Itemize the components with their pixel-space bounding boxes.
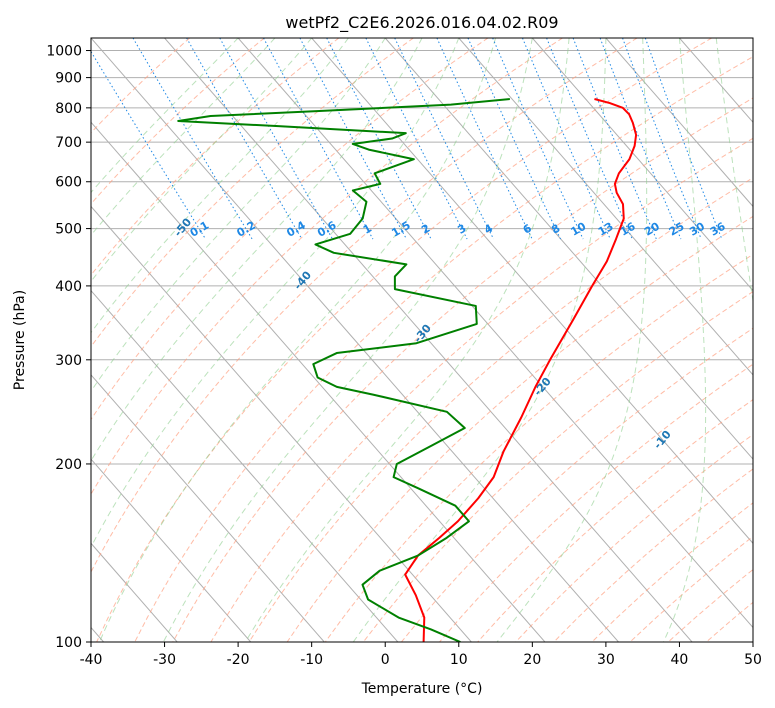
- moist-adiabat: [91, 38, 386, 393]
- mixing-ratio-line: [219, 38, 333, 240]
- y-tick-label: 900: [55, 71, 82, 87]
- dry-adiabat: [401, 327, 753, 642]
- dry-adiabat: [210, 137, 753, 642]
- x-tick-label: -10: [300, 652, 323, 668]
- profiles: [177, 98, 638, 642]
- mixing-ratio-line: [132, 38, 253, 240]
- mixing-ratio-line: [546, 38, 633, 240]
- mixing-ratio-line: [394, 38, 495, 240]
- background-lines: [91, 38, 753, 642]
- mixing-ratio-line: [365, 38, 468, 240]
- moist-adiabat: [663, 38, 707, 642]
- isotherm-line: [237, 38, 753, 629]
- isotherm-line: [91, 374, 325, 642]
- x-tick-label: -20: [227, 652, 250, 668]
- x-tick-label: 30: [597, 652, 615, 668]
- isotherm-line: [384, 38, 753, 460]
- moist-adiabat: [244, 38, 570, 642]
- moist-adiabat: [352, 38, 607, 642]
- moist-adiabat: [91, 38, 423, 462]
- y-tick-label: 300: [55, 353, 82, 369]
- moist-adiabat: [496, 38, 648, 642]
- mixing-ratio-line: [91, 50, 206, 240]
- temperature-profile-line: [404, 98, 638, 642]
- y-tick-label: 600: [55, 175, 82, 191]
- axes: -40 -30 -20 -10 0 10 20 30 40 50 100 200 300 400 500 60…: [46, 44, 762, 668]
- isotherm-line: [531, 38, 753, 292]
- x-axis-label: Temperature (°C): [361, 681, 483, 697]
- dry-adiabat: [91, 38, 265, 205]
- dry-adiabat: [286, 215, 753, 642]
- x-tick-label: 20: [523, 652, 541, 668]
- y-tick-label: 500: [55, 222, 82, 238]
- moist-adiabat: [91, 38, 460, 549]
- x-tick-label: -30: [153, 652, 176, 668]
- moist-adiabat: [91, 38, 313, 283]
- isotherm-line: [91, 458, 252, 642]
- moist-adiabat: [715, 38, 753, 305]
- mixing-ratio-line: [644, 38, 723, 240]
- dry-adiabat: [91, 38, 563, 496]
- isotherm-line: [458, 38, 753, 376]
- y-tick-label: 800: [55, 101, 82, 117]
- dry-adiabat: [134, 56, 753, 642]
- moist-adiabat: [162, 38, 533, 642]
- dry-adiabat: [172, 97, 753, 642]
- x-tick-label: 40: [671, 652, 689, 668]
- y-tick-label: 1000: [46, 44, 82, 60]
- chart-title: wetPf2_C2E6.2026.016.04.02.R09: [285, 13, 558, 33]
- mixing-ratio-line: [263, 38, 374, 240]
- y-tick-label: 200: [55, 457, 82, 473]
- mixing-ratio-line: [467, 38, 562, 240]
- y-tick-label: 700: [55, 135, 82, 151]
- mixing-ratio-line: [492, 38, 584, 240]
- dry-adiabat: [248, 177, 753, 642]
- plot-frame: [90, 37, 754, 643]
- isotherm-line: [91, 121, 546, 642]
- x-tick-label: 50: [744, 652, 762, 668]
- moist-adiabat: [99, 38, 497, 642]
- moist-adiabat: [91, 38, 349, 334]
- moist-adiabat: [91, 38, 276, 236]
- isotherm-line: [605, 38, 753, 208]
- dry-adiabat: [324, 253, 753, 642]
- y-tick-label: 400: [55, 279, 82, 295]
- moist-adiabat: [91, 38, 239, 194]
- dry-adiabat: [91, 38, 340, 276]
- isotherm-line: [91, 205, 472, 642]
- dewpoint-profile-line: [177, 98, 510, 642]
- dry-adiabat: [439, 363, 753, 642]
- mixing-ratio-line: [186, 38, 303, 240]
- x-tick-label: 10: [450, 652, 468, 668]
- y-axis-label: Pressure (hPa): [12, 290, 28, 390]
- isotherm-line: [91, 38, 619, 642]
- dry-adiabat: [91, 38, 489, 421]
- y-tick-label: 100: [55, 635, 82, 651]
- x-tick-label: -40: [80, 652, 103, 668]
- x-tick-label: 0: [381, 652, 390, 668]
- dry-adiabat: [96, 38, 713, 642]
- dry-adiabat: [91, 38, 414, 348]
- isotherm-line: [91, 289, 399, 642]
- mixing-ratio-line: [522, 38, 611, 240]
